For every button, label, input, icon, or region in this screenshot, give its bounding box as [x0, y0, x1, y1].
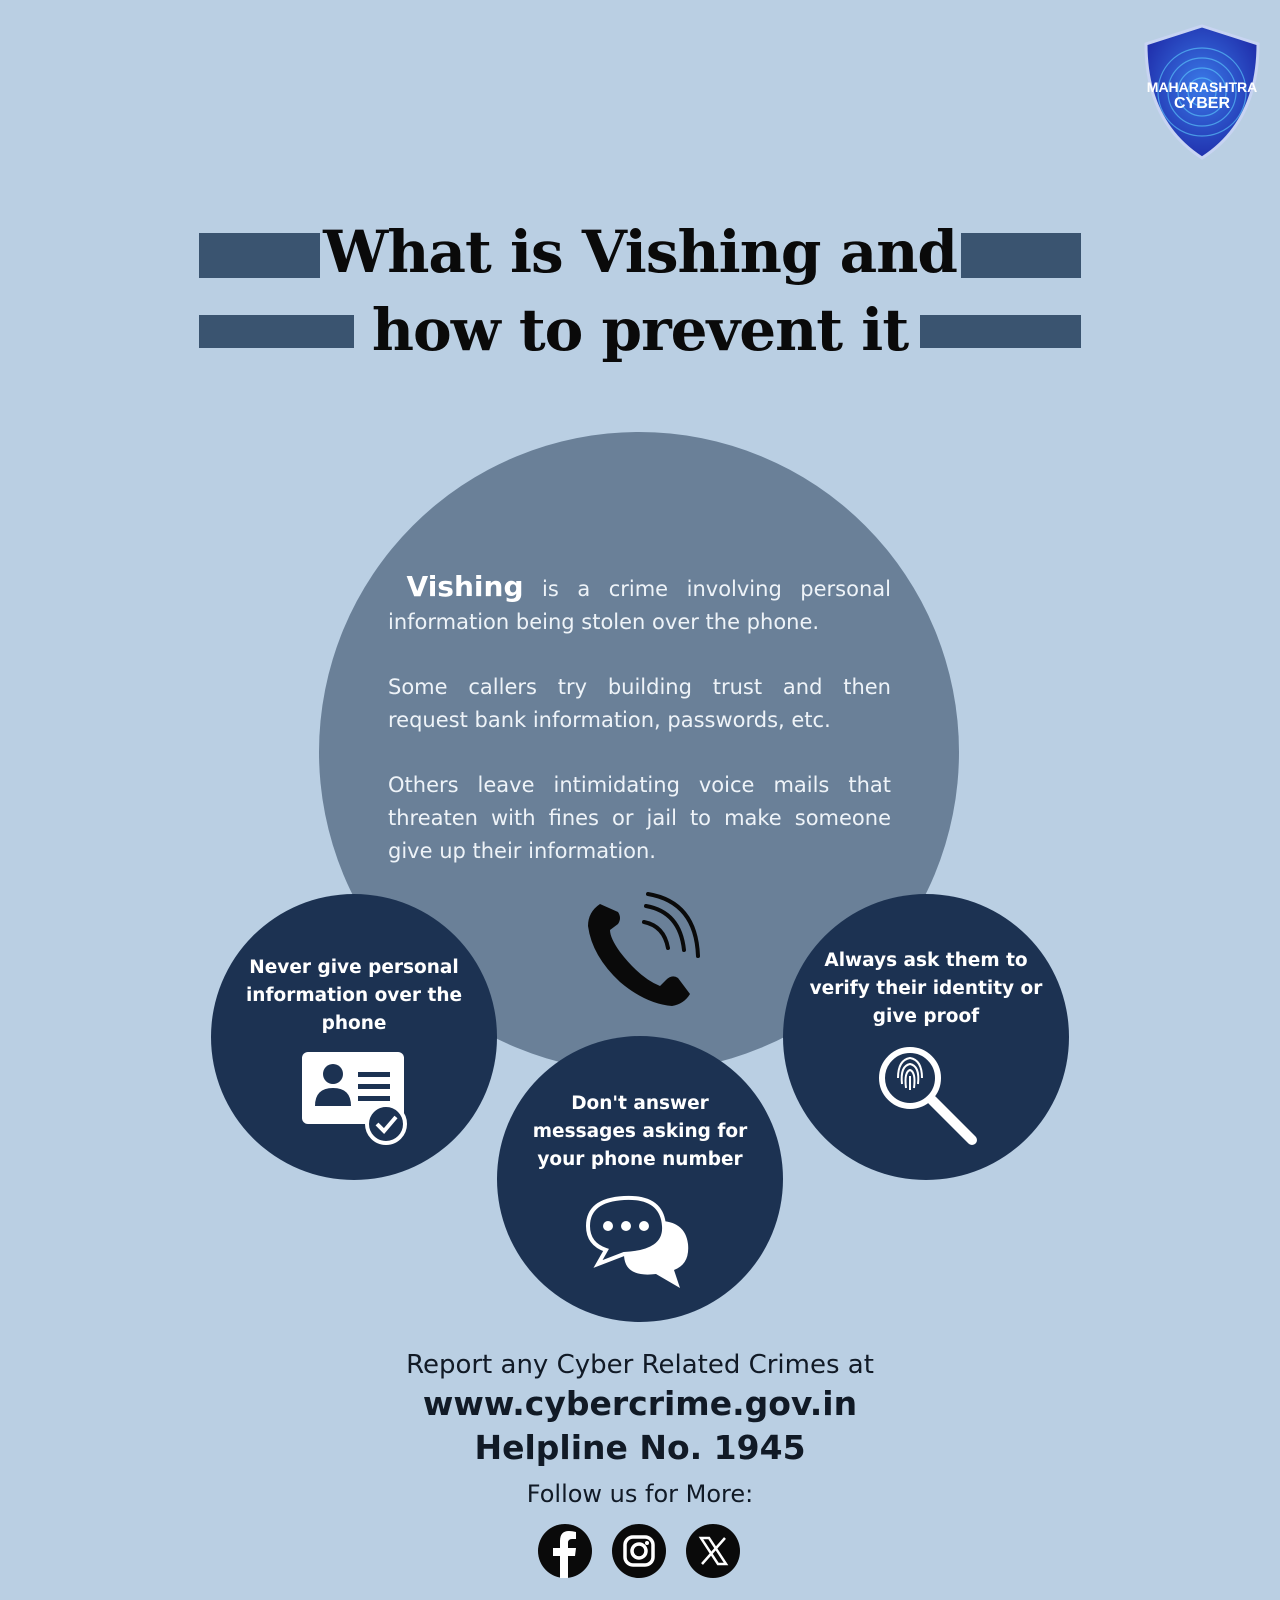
intro-p2: Some callers try building trust and then… [388, 675, 891, 732]
title-bar-right-1 [961, 233, 1081, 278]
tip-text-personal-info: Never give personal information over the… [245, 957, 463, 1034]
title-bar-right-2 [920, 315, 1081, 348]
follow-text: Follow us for More: [526, 1480, 754, 1508]
intro-text: Vishing is a crime involving personal in… [388, 570, 891, 900]
vishing-term: Vishing [406, 570, 524, 603]
page-title-line-1: What is Vishing and [323, 218, 958, 286]
phone-ringing-icon [580, 892, 702, 1014]
x-icon[interactable] [686, 1524, 740, 1578]
id-card-check-icon [300, 1050, 412, 1146]
intro-p1: is a crime involving personal informatio… [388, 577, 891, 634]
instagram-icon[interactable] [612, 1524, 666, 1578]
report-text: Report any Cyber Related Crimes at [406, 1350, 874, 1380]
page-title-line-2: how to prevent it [371, 296, 909, 364]
cybercrime-url-link[interactable]: www.cybercrime.gov.in [422, 1384, 858, 1423]
maharashtra-cyber-logo: MAHARASHTRA CYBER [1140, 22, 1264, 162]
helpline-number: Helpline No. 1945 [474, 1428, 806, 1467]
chat-bubbles-icon [584, 1194, 696, 1290]
logo-text-1: MAHARASHTRA [1147, 79, 1257, 95]
tip-text-verify-identity: Always ask them to verify their identity… [809, 950, 1043, 1027]
tip-circle-verify-identity [783, 894, 1069, 1180]
tip-text-phone-number: Don't answer messages asking for your ph… [532, 1093, 748, 1170]
facebook-icon[interactable] [538, 1524, 592, 1578]
tip-circle-personal-info [211, 894, 497, 1180]
title-bar-left-1 [199, 233, 320, 278]
title-bar-left-2 [199, 315, 354, 348]
logo-text-2: CYBER [1174, 95, 1230, 112]
tip-circle-phone-number [497, 1036, 783, 1322]
fingerprint-magnifier-icon [876, 1044, 980, 1148]
intro-p3: Others leave intimidating voice mails th… [388, 773, 891, 863]
